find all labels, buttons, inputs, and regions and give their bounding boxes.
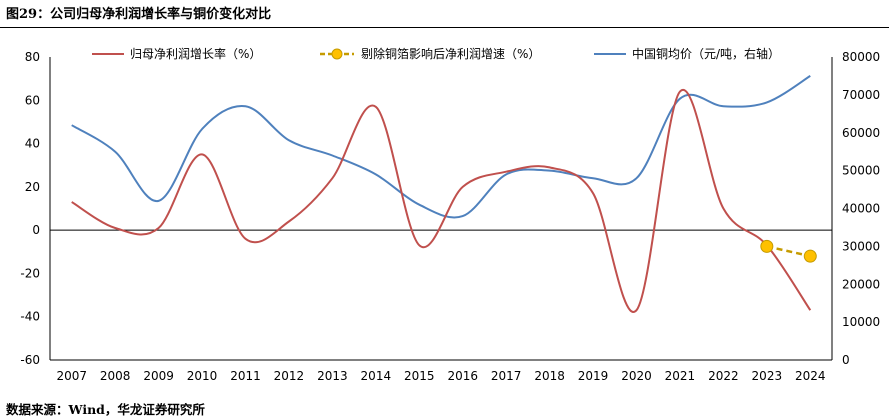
right-tick-label: 0 [842,353,850,367]
chart-svg: -60 -40 -20 0 20 40 60 80 0 10000 20000 30000 40000 5… [20,46,880,383]
right-tick-label: 30000 [842,239,880,253]
series-line-adjusted-growth [766,245,811,258]
legend-label-adjusted-growth: 剔除铜箔影响后净利润增速（%） [361,46,540,61]
x-tick-label: 2017 [491,369,522,383]
x-tick-label: 2019 [578,369,609,383]
x-tick-label: 2009 [143,369,174,383]
right-tick-label: 10000 [842,315,880,329]
x-tick-label: 2020 [621,369,652,383]
series-line-copper-price [71,75,811,219]
right-tick-label: 40000 [842,202,880,216]
figure-source: 数据来源：Wind，华龙证券研究所 [6,402,205,417]
left-tick-label: 80 [25,50,40,64]
right-tick-label: 20000 [842,277,880,291]
left-tick-label: 20 [25,180,40,194]
legend-label-profit-growth: 归母净利润增长率（%） [130,46,261,61]
title-divider [0,27,889,28]
left-tick-label: -20 [20,266,40,280]
legend-label-copper-price: 中国铜均价（元/吨，右轴） [632,46,780,61]
left-tick-label: 60 [25,93,40,107]
adjusted-growth-marker [760,239,774,253]
x-tick-label: 2008 [100,369,131,383]
x-tick-label: 2016 [447,369,478,383]
left-tick-label: -60 [20,353,40,367]
x-tick-label: 2011 [230,369,261,383]
figure-title: 图29：公司归母净利润增长率与铜价变化对比 [6,7,272,22]
x-tick-label: 2014 [361,369,392,383]
legend-marker-adjusted-growth [331,48,343,60]
left-tick-label: -40 [20,310,40,324]
x-tick-label: 2024 [795,369,826,383]
x-tick-label: 2023 [752,369,783,383]
left-tick-label: 0 [32,223,40,237]
x-tick-label: 2022 [708,369,739,383]
right-tick-label: 80000 [842,50,880,64]
x-tick-label: 2012 [274,369,305,383]
x-tick-label: 2013 [317,369,348,383]
x-tick-label: 2021 [665,369,696,383]
x-tick-label: 2010 [187,369,218,383]
x-tick-label: 2015 [404,369,435,383]
adjusted-growth-marker [803,249,817,263]
right-tick-label: 70000 [842,88,880,102]
chart-container: -60 -40 -20 0 20 40 60 80 0 10000 20000 30000 40000 5… [0,30,889,390]
x-tick-label: 2007 [56,369,87,383]
right-tick-label: 60000 [842,126,880,140]
right-tick-label: 50000 [842,164,880,178]
left-tick-label: 40 [25,137,40,151]
x-tick-label: 2018 [534,369,565,383]
series-line-profit-growth [71,88,812,313]
